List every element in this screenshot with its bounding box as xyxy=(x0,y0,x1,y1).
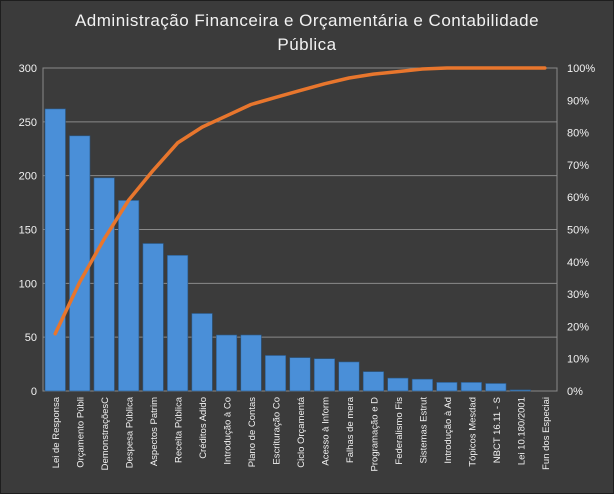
x-tick-label: DemonstraçõesC xyxy=(100,397,111,471)
chart-title-line-2: Pública xyxy=(277,35,336,54)
y2-tick-label: 100% xyxy=(567,63,595,75)
bar xyxy=(191,313,213,392)
x-tick-label: Fun dos Especiai xyxy=(541,397,552,470)
x-tick-label: Acesso à Inform xyxy=(320,397,331,466)
y-tick-label: 100 xyxy=(19,278,37,290)
x-tick-label: Aspectos Patrim xyxy=(149,397,160,466)
x-tick-label: Lei de Responsa xyxy=(51,396,62,468)
bar xyxy=(264,355,287,392)
bar xyxy=(93,177,115,392)
bar xyxy=(362,371,384,392)
x-tick-label: Introdução à Ad xyxy=(443,397,454,464)
y2-tick-label: 20% xyxy=(567,321,589,333)
x-tick-label: Programação e D xyxy=(369,397,380,472)
y2-tick-label: 60% xyxy=(567,192,589,204)
x-tick-label: NBCT 16.11 - S xyxy=(492,397,503,463)
y-tick-label: 300 xyxy=(19,63,37,75)
x-tick-label: Sistemas Estrut xyxy=(418,397,429,464)
bar xyxy=(167,255,189,392)
y2-tick-label: 70% xyxy=(567,160,589,172)
bar xyxy=(142,243,164,392)
x-tick-label: Introdução à Co xyxy=(223,397,234,465)
y2-tick-label: 10% xyxy=(567,354,589,366)
cumulative-line-series xyxy=(53,66,547,336)
bar xyxy=(313,358,336,392)
y-tick-label: 150 xyxy=(19,225,37,237)
bar xyxy=(485,383,507,392)
x-tick-label: Falhas de mera xyxy=(345,396,356,463)
y-tick-label: 200 xyxy=(19,171,37,183)
x-tick-label: Federalismo Fis xyxy=(394,397,405,465)
y-tick-label: 250 xyxy=(19,117,37,129)
bar xyxy=(44,108,66,392)
x-tick-label: Plano de Contas xyxy=(247,397,258,467)
bar xyxy=(240,334,262,392)
bar xyxy=(509,389,531,392)
y2-tick-label: 40% xyxy=(567,257,589,269)
y2-tick-label: 30% xyxy=(567,289,589,301)
axes: 0 50 100 150 200 250 300 0% 10% 20% 30% 40% 50% 60% 70… xyxy=(19,63,596,471)
x-tick-label: Tópicos Mesdad xyxy=(467,397,478,467)
y2-tick-label: 50% xyxy=(567,225,589,237)
x-tick-label: Escrituração Co xyxy=(272,397,283,465)
x-tick-label: Lei 10.180/2001 xyxy=(516,397,527,465)
y2-tick-label: 90% xyxy=(567,95,589,107)
bar-series xyxy=(44,108,531,392)
x-tick-label: Créditos Adido xyxy=(198,397,209,459)
x-tick-label: Orçamento Públi xyxy=(76,397,87,468)
y-tick-label: 0 xyxy=(31,386,37,398)
chart-title-line-1: Administração Financeira e Orçamentária … xyxy=(75,11,539,30)
cumulative-line xyxy=(53,66,547,336)
bar xyxy=(387,377,409,392)
x-tick-label: Despesa Pública xyxy=(125,396,136,468)
x-tick-label: Ciclo Orçamentá xyxy=(296,396,307,467)
y-tick-label: 50 xyxy=(25,332,37,344)
y2-tick-label: 80% xyxy=(567,128,589,140)
bar xyxy=(216,334,238,392)
y2-tick-label: 0% xyxy=(567,386,583,398)
bar xyxy=(69,135,91,392)
bar xyxy=(460,382,482,392)
bar xyxy=(338,361,360,392)
bar xyxy=(411,378,433,392)
bar xyxy=(289,357,311,392)
x-tick-label: Receita Pública xyxy=(174,396,185,463)
bar xyxy=(436,382,458,392)
bar xyxy=(118,200,140,392)
